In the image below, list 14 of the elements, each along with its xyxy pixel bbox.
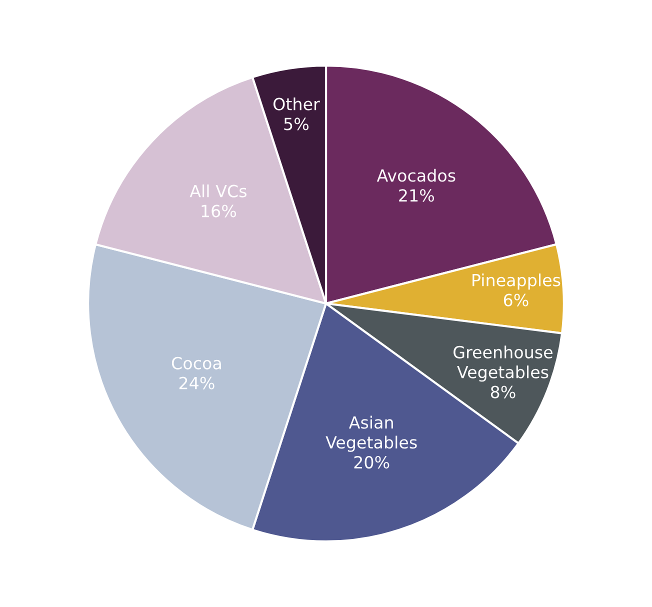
data-label: 21%: [399, 189, 434, 202]
slice-label: Avocados: [376, 168, 456, 182]
slice-label: Greenhouse Vegetables: [454, 346, 552, 382]
slice-label: Asian Vegetables: [326, 416, 417, 452]
data-label: 8%: [490, 386, 516, 398]
data-label: 5%: [284, 118, 309, 130]
data-label: 24%: [179, 376, 214, 390]
slice-label: Pineapples: [472, 274, 560, 290]
data-label: 16%: [202, 204, 236, 218]
slice-label: All VCs: [190, 184, 246, 198]
slice-label: Other: [273, 97, 320, 110]
data-label: 6%: [504, 294, 528, 306]
data-label: 20%: [354, 456, 390, 469]
slice-label: Cocoa: [172, 356, 221, 370]
